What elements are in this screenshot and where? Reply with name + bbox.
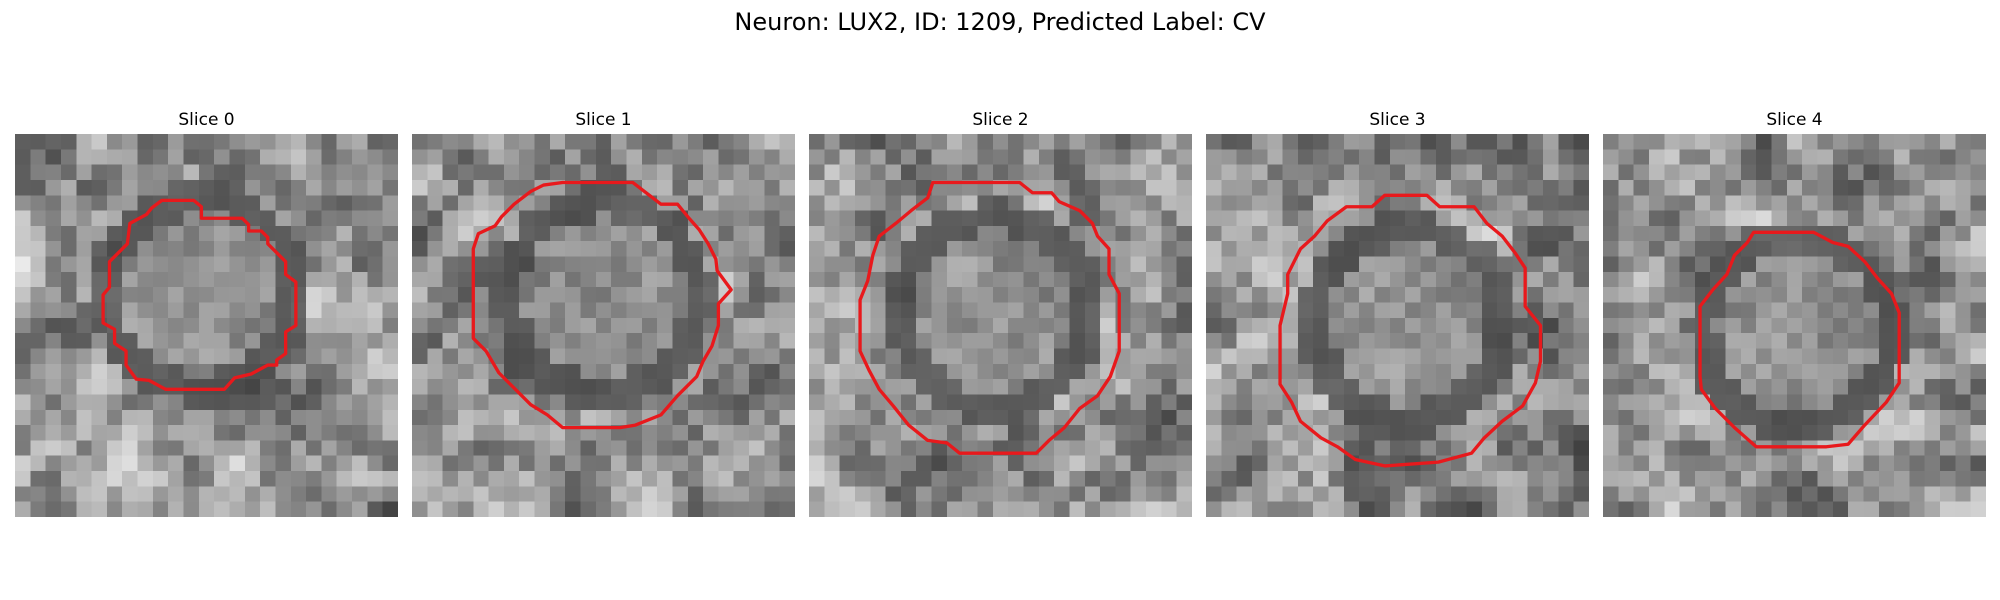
slice-title-1: Slice 1: [575, 110, 632, 130]
slice-overlay-0: [101, 198, 298, 391]
slice-title-3: Slice 3: [1369, 110, 1426, 130]
slice-image-1: [412, 134, 795, 517]
slice-panel-4: Slice 4: [1603, 108, 1986, 517]
slice-panel-2: Slice 2: [809, 108, 1192, 517]
slice-pixels-1: [412, 134, 795, 517]
slice-panel-1: Slice 1: [412, 108, 795, 517]
contour-outline-4: [1698, 230, 1901, 449]
slice-overlay-3: [1278, 193, 1543, 468]
slice-image-2: [809, 134, 1192, 517]
slice-image-3: [1206, 134, 1589, 517]
slice-image-4: [1603, 134, 1986, 517]
slice-title-4: Slice 4: [1766, 110, 1823, 130]
contour-outline-2: [858, 180, 1121, 455]
slice-image-0: [15, 134, 398, 517]
slice-overlay-1: [471, 180, 733, 430]
slice-pixels-0: [15, 134, 398, 517]
slice-panel-0: Slice 0: [15, 108, 398, 517]
figure-title: Neuron: LUX2, ID: 1209, Predicted Label:…: [734, 8, 1266, 36]
slice-overlay-2: [858, 180, 1121, 455]
contour-outline-3: [1278, 193, 1543, 468]
slice-overlay-4: [1698, 230, 1901, 449]
slice-pixels-3: [1206, 134, 1589, 517]
slice-title-0: Slice 0: [178, 110, 235, 130]
contour-outline-0: [101, 198, 298, 391]
slice-title-2: Slice 2: [972, 110, 1029, 130]
contour-outline-1: [471, 180, 733, 430]
slice-pixels-4: [1603, 134, 1986, 517]
slice-panel-3: Slice 3: [1206, 108, 1589, 517]
